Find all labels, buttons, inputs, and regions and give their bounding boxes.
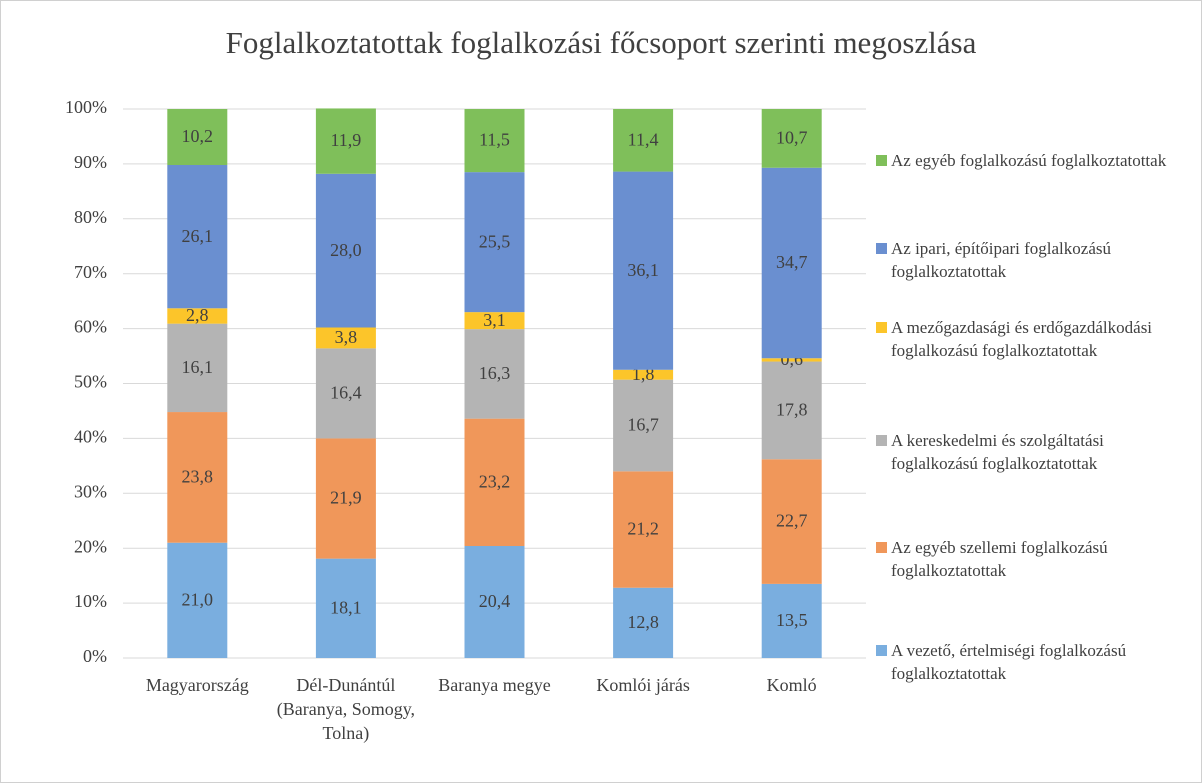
- y-tick-label: 100%: [65, 97, 107, 117]
- bar-segment: [761, 459, 822, 584]
- bar-segment: [315, 438, 376, 559]
- bar-segment: [464, 546, 525, 658]
- data-label: 22,7: [776, 511, 808, 531]
- data-label: 16,7: [627, 415, 659, 435]
- y-tick-label: 70%: [74, 262, 107, 282]
- x-tick-label: Magyarország: [145, 675, 249, 695]
- x-tick-label: Komlói járás: [596, 675, 690, 695]
- legend-swatch: [876, 645, 887, 656]
- legend-label: A vezető, értelmiségi foglalkozású fogla…: [891, 641, 1127, 683]
- x-tick-label: Komló: [766, 675, 817, 695]
- y-tick-label: 30%: [74, 481, 107, 501]
- bar-segment: [613, 471, 674, 588]
- data-label: 3,1: [483, 310, 506, 330]
- data-label: 11,5: [479, 130, 510, 150]
- data-label: 21,2: [627, 519, 659, 539]
- bar-segment: [167, 412, 228, 543]
- data-label: 21,0: [182, 589, 214, 609]
- bar-segment: [167, 109, 228, 165]
- bar-segment: [315, 558, 376, 658]
- data-label: 13,5: [776, 610, 808, 630]
- bar-segment: [464, 172, 525, 313]
- y-tick-label: 80%: [74, 207, 107, 227]
- bar-segment: [613, 109, 674, 172]
- bar-segment: [464, 418, 525, 547]
- data-label: 23,8: [182, 467, 214, 487]
- legend-swatch: [876, 322, 887, 333]
- data-label: 28,0: [330, 240, 362, 260]
- bar-segment: [761, 361, 822, 460]
- legend-label: A kereskedelmi és szolgáltatási foglalko…: [891, 431, 1104, 473]
- y-tick-label: 60%: [74, 317, 107, 337]
- legend-swatch: [876, 155, 887, 166]
- bar-segment: [167, 308, 228, 324]
- data-label: 23,2: [479, 471, 511, 491]
- legend-swatch: [876, 243, 887, 254]
- bar-segment: [315, 173, 376, 328]
- data-label: 11,4: [628, 129, 659, 149]
- y-tick-label: 50%: [74, 372, 107, 392]
- data-label: 12,8: [627, 612, 659, 632]
- bar-segment: [464, 312, 525, 330]
- x-tick-label: Baranya megye: [438, 675, 551, 695]
- bar-segment: [613, 171, 674, 370]
- chart-title: Foglalkoztatottak foglalkozási főcsoport…: [226, 25, 977, 60]
- data-label: 10,2: [182, 126, 214, 146]
- bar-segment: [315, 327, 376, 349]
- data-label: 17,8: [776, 400, 808, 420]
- data-label: 25,5: [479, 231, 511, 251]
- legend-label: Az egyéb szellemi foglalkozású foglalkoz…: [891, 538, 1108, 580]
- data-label: 16,4: [330, 383, 362, 403]
- bar-segment: [761, 109, 822, 168]
- data-label: 20,4: [479, 591, 511, 611]
- bar-segment: [464, 109, 525, 173]
- data-label: 26,1: [182, 226, 214, 246]
- data-label: 16,3: [479, 363, 511, 383]
- data-label: 16,1: [182, 357, 214, 377]
- bar-segment: [167, 164, 228, 309]
- legend-label: A mezőgazdasági és erdőgazdálkodási fogl…: [891, 318, 1153, 360]
- y-tick-label: 90%: [74, 152, 107, 172]
- data-label: 34,7: [776, 252, 808, 272]
- data-label: 11,9: [330, 130, 361, 150]
- bar-segment: [167, 542, 228, 658]
- legend-swatch: [876, 542, 887, 553]
- data-label: 3,8: [335, 327, 358, 347]
- data-label: 18,1: [330, 597, 362, 617]
- legend-label: Az egyéb foglalkozású foglalkoztatottak: [891, 151, 1167, 170]
- y-tick-label: 0%: [83, 646, 107, 666]
- bar-segment: [761, 358, 822, 362]
- bar-segment: [613, 379, 674, 472]
- data-label: 21,9: [330, 488, 362, 508]
- bar-segment: [761, 583, 822, 658]
- bar-segment: [167, 323, 228, 413]
- bar-segment: [315, 108, 376, 174]
- y-tick-label: 40%: [74, 427, 107, 447]
- data-label: 10,7: [776, 127, 808, 147]
- y-tick-label: 20%: [74, 536, 107, 556]
- bar-segment: [761, 167, 822, 359]
- legend-swatch: [876, 435, 887, 446]
- bar-segment: [613, 369, 674, 380]
- x-tick-label: Dél-Dunántúl (Baranya, Somogy, Tolna): [276, 675, 416, 743]
- data-label: 2,8: [186, 305, 209, 325]
- y-tick-label: 10%: [74, 591, 107, 611]
- data-label: 36,1: [627, 260, 659, 280]
- legend-label: Az ipari, építőipari foglalkozású foglal…: [891, 239, 1111, 281]
- bar-segment: [464, 329, 525, 419]
- bar-segment: [613, 587, 674, 658]
- bar-segment: [315, 348, 376, 439]
